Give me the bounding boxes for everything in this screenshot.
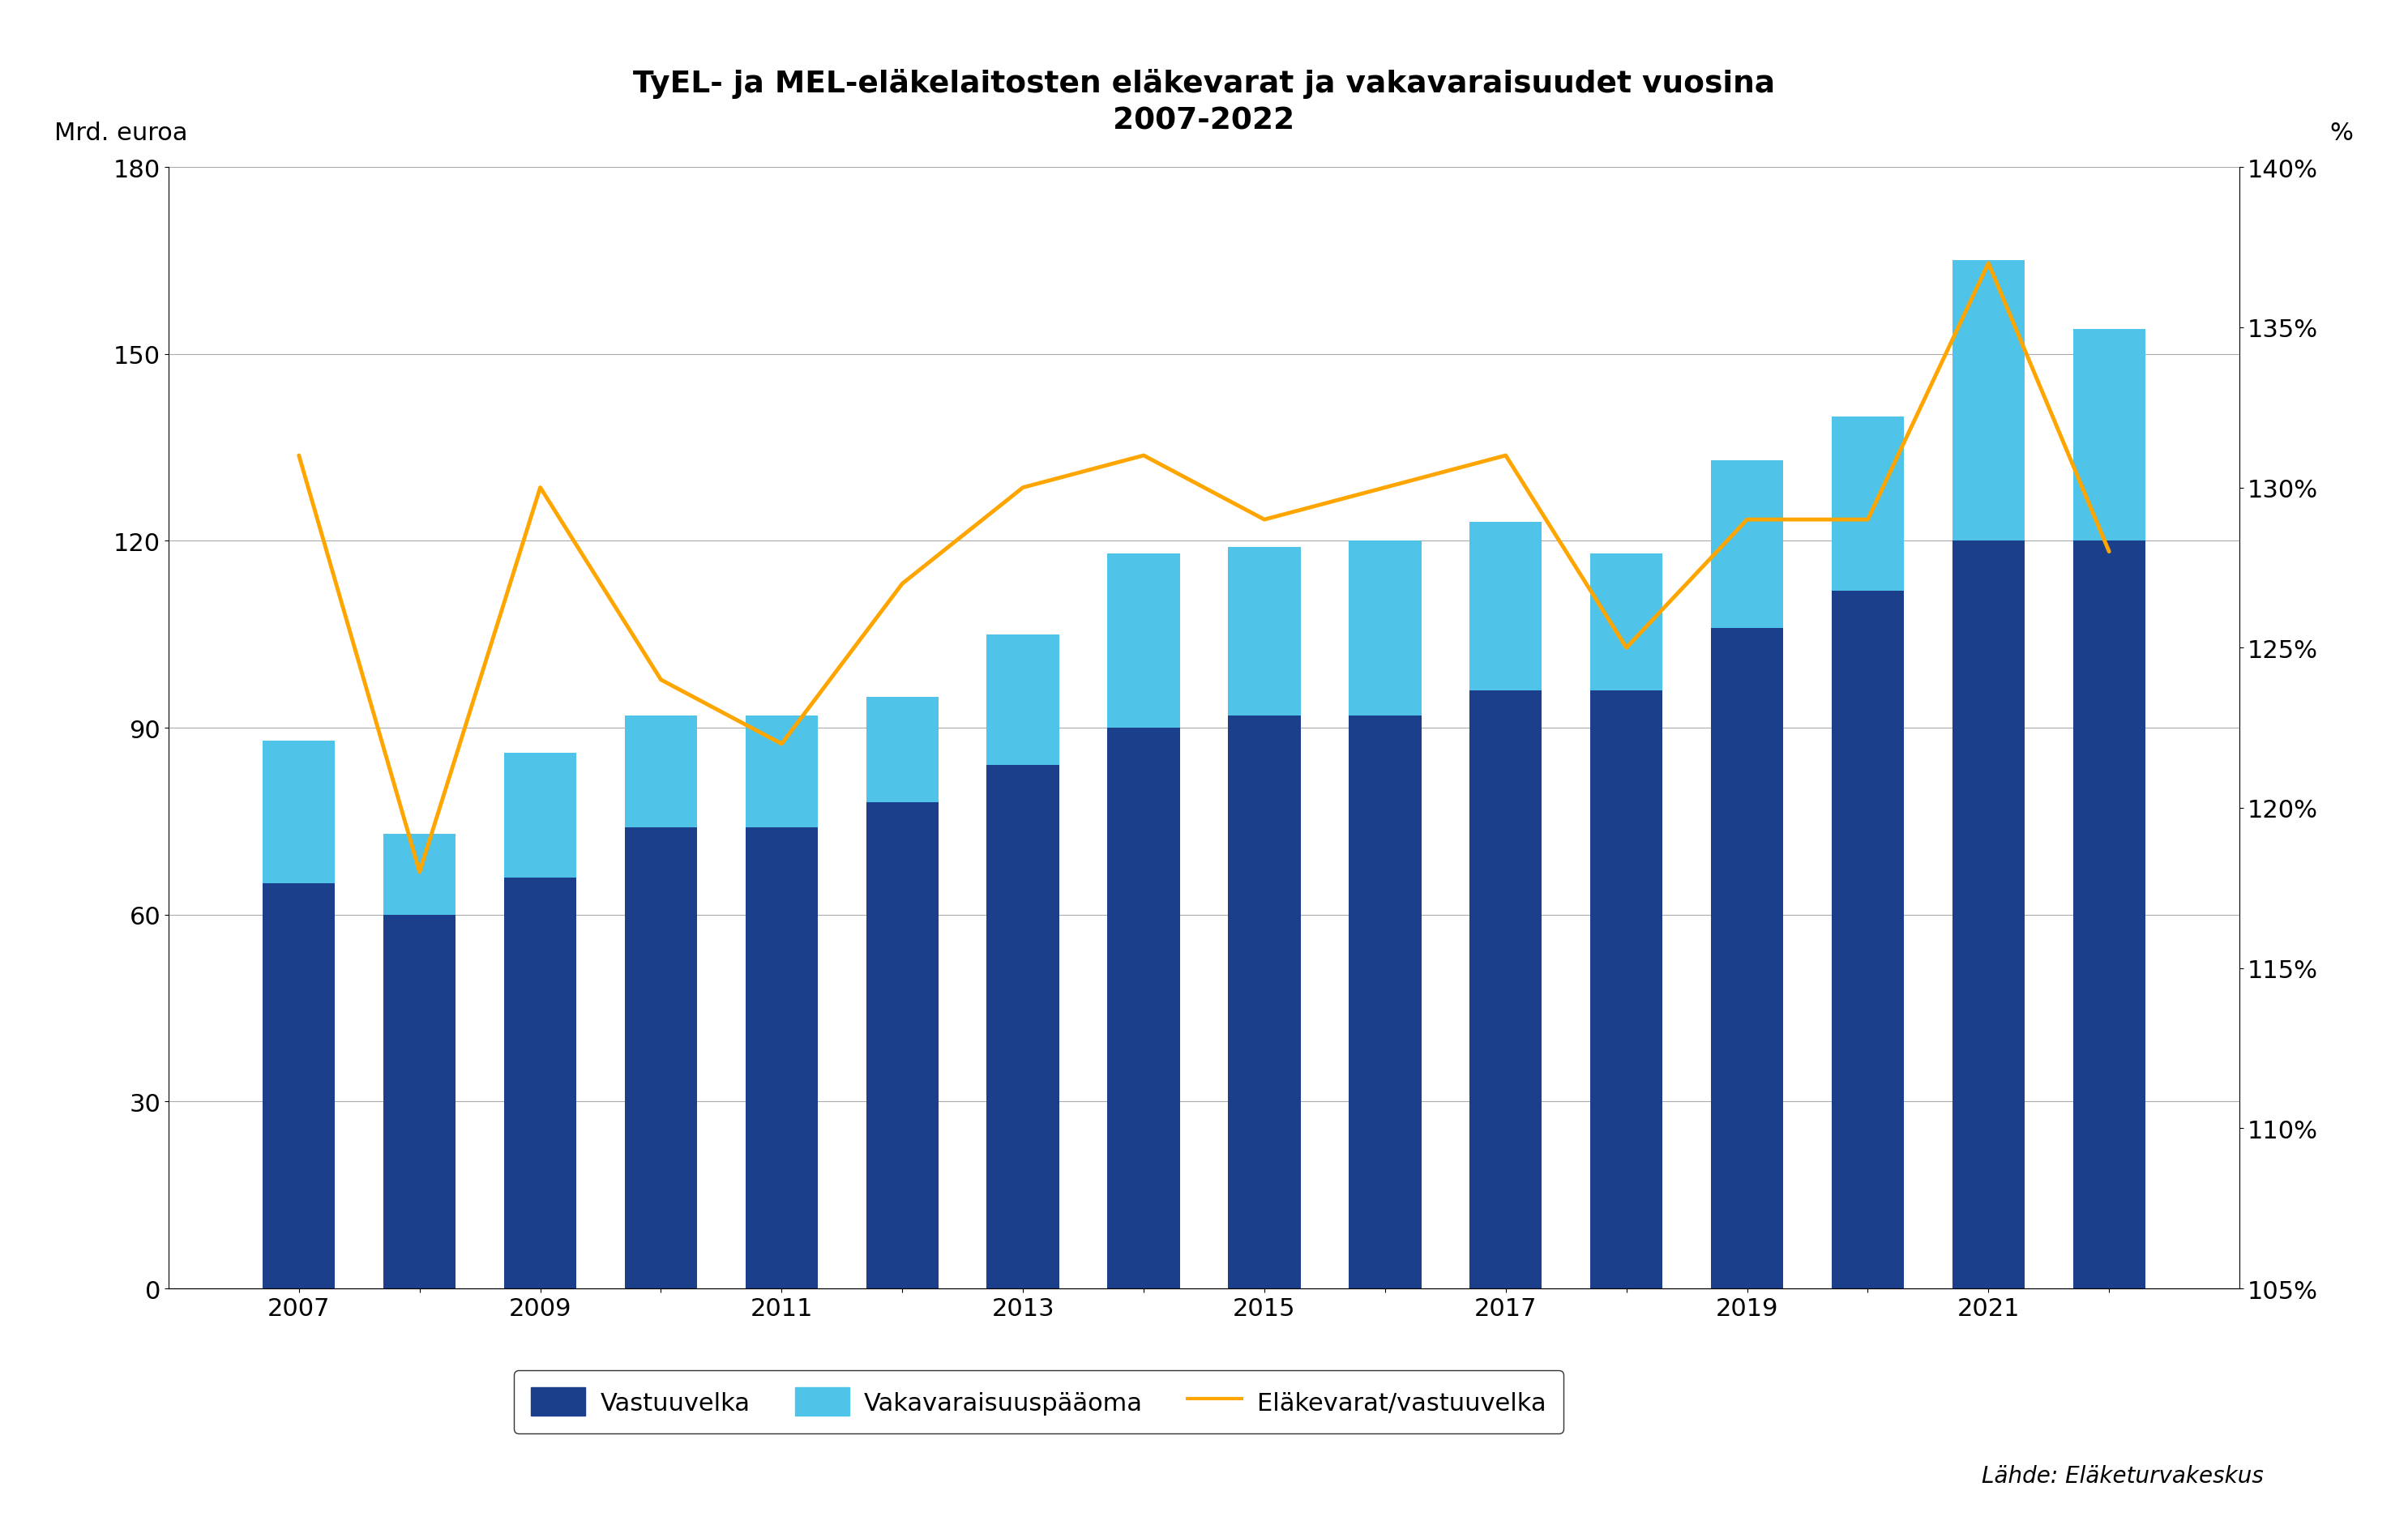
Bar xyxy=(1589,691,1662,1289)
Bar xyxy=(624,715,698,828)
Bar xyxy=(624,828,698,1289)
Bar xyxy=(1469,523,1541,691)
Bar xyxy=(2073,541,2146,1289)
Bar xyxy=(1348,541,1421,715)
Bar xyxy=(1953,541,2025,1289)
Bar xyxy=(746,715,819,828)
Bar xyxy=(1228,547,1300,715)
Bar xyxy=(867,802,939,1289)
Bar xyxy=(1108,727,1180,1289)
Legend: Vastuuvelka, Vakavaraisuuspääoma, Eläkevarat/vastuuvelka: Vastuuvelka, Vakavaraisuuspääoma, Eläkev… xyxy=(513,1369,1563,1434)
Text: Lähde: Eläketurvakeskus: Lähde: Eläketurvakeskus xyxy=(1982,1464,2264,1487)
Bar xyxy=(503,877,576,1289)
Bar xyxy=(1710,461,1784,628)
Bar xyxy=(1108,554,1180,727)
Bar xyxy=(1953,261,2025,541)
Text: TyEL- ja MEL-eläkelaitosten eläkevarat ja vakavaraisuudet vuosina
2007-2022: TyEL- ja MEL-eläkelaitosten eläkevarat j… xyxy=(633,69,1775,136)
Bar xyxy=(746,828,819,1289)
Bar xyxy=(503,753,576,877)
Bar xyxy=(1348,715,1421,1289)
Bar xyxy=(1710,628,1784,1289)
Text: Mrd. euroa: Mrd. euroa xyxy=(55,122,188,145)
Bar xyxy=(867,697,939,802)
Bar xyxy=(1228,715,1300,1289)
Bar xyxy=(383,834,455,915)
Bar xyxy=(2073,329,2146,541)
Bar xyxy=(1832,416,1905,592)
Bar xyxy=(383,915,455,1289)
Bar xyxy=(987,766,1060,1289)
Bar xyxy=(987,634,1060,766)
Bar xyxy=(1832,592,1905,1289)
Bar xyxy=(1589,554,1662,691)
Text: %: % xyxy=(2331,122,2353,145)
Bar xyxy=(1469,691,1541,1289)
Bar xyxy=(262,741,335,884)
Bar xyxy=(262,884,335,1289)
